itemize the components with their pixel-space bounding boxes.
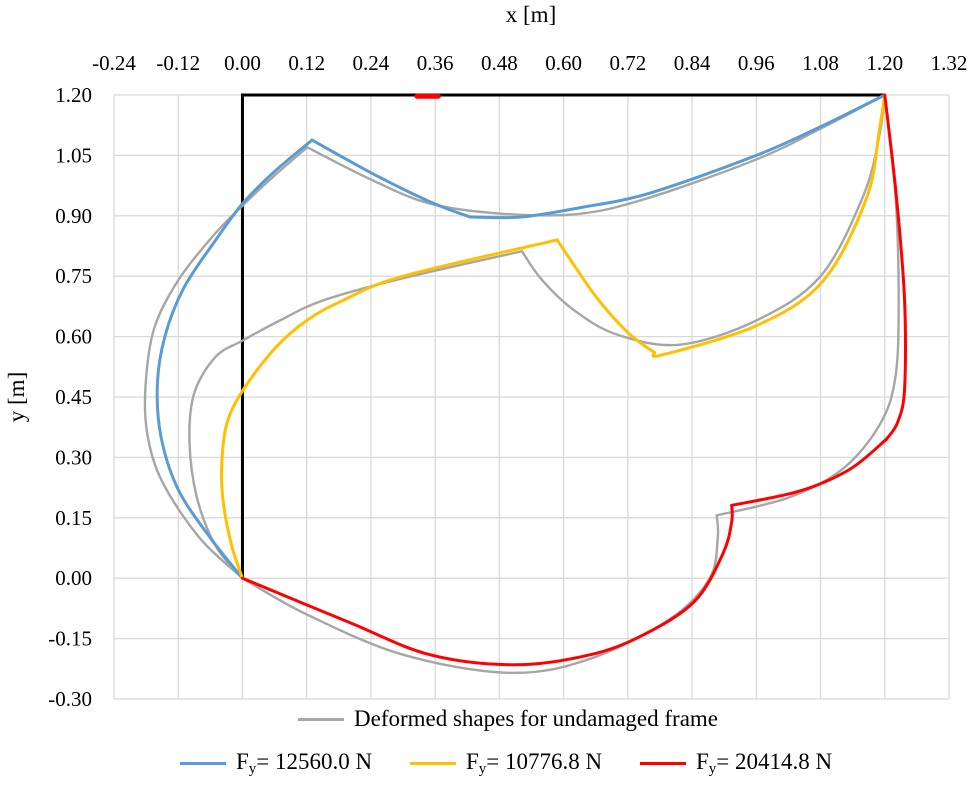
series-fy-line-3	[883, 93, 908, 441]
legend-item-undamaged: Deformed shapes for undamaged frame	[298, 706, 718, 732]
y-tick-labels: 1.20 1.05 0.90 0.75 0.60 0.45 0.30 0.15 0.00 -0.1…	[48, 83, 92, 711]
x-tick-label: 1.20	[866, 51, 903, 75]
series-fy-line-1	[155, 138, 314, 580]
x-axis-title: x [m]	[506, 2, 556, 27]
series-fy-line-3	[730, 437, 888, 507]
x-tick-label: 1.32	[931, 51, 968, 75]
legend-swatch-yellow	[410, 762, 456, 765]
y-tick-label: 0.90	[55, 204, 92, 228]
y-tick-label: 0.00	[55, 566, 92, 590]
x-tick-label: 1.08	[802, 51, 839, 75]
series-undamaged-line	[188, 250, 524, 580]
series-fy-line-3	[240, 503, 734, 667]
series-undamaged-line	[306, 93, 886, 217]
legend-item-yellow: Fy= 10776.8 N	[410, 749, 602, 778]
legend-swatch-red	[640, 762, 686, 765]
legend-label: Fy= 10776.8 N	[466, 749, 603, 777]
legend-label: Fy= 12560.0 N	[236, 749, 373, 777]
x-tick-label: 0.60	[545, 51, 582, 75]
series-lines	[143, 93, 908, 675]
series-undamaged-line	[241, 514, 720, 675]
x-tick-label: 0.48	[481, 51, 518, 75]
legend-item-red: Fy= 20414.8 N	[640, 749, 832, 778]
y-tick-label: 0.30	[55, 445, 92, 469]
y-tick-label: 0.45	[55, 385, 92, 409]
y-tick-label: 0.75	[55, 264, 92, 288]
legend-label: Deformed shapes for undamaged frame	[354, 706, 719, 731]
x-tick-labels: -0.24 -0.12 0.00 0.12 0.24 0.36 0.48 0.60 0.72 0.…	[92, 51, 967, 75]
x-tick-label: -0.12	[156, 51, 200, 75]
gridlines	[113, 94, 950, 700]
undeformed-frame-line	[240, 93, 885, 579]
y-tick-label: -0.30	[48, 687, 92, 711]
x-tick-label: 0.36	[417, 51, 454, 75]
x-tick-label: 0.24	[353, 51, 390, 75]
series-fy-line-2	[555, 238, 657, 355]
x-tick-label: 0.12	[288, 51, 325, 75]
y-tick-label: -0.15	[48, 627, 92, 651]
y-tick-label: 1.05	[55, 143, 92, 167]
x-tick-label: 0.96	[738, 51, 775, 75]
x-tick-label: -0.24	[92, 51, 136, 75]
x-tick-label: 0.84	[674, 51, 711, 75]
legend-swatch-blue	[180, 762, 226, 765]
series-fy-line-2	[651, 93, 887, 358]
legend-swatch-gray	[298, 717, 344, 721]
y-tick-label: 0.15	[55, 506, 92, 530]
series-fy-line-2	[219, 238, 559, 580]
legend-label: Fy= 20414.8 N	[696, 749, 833, 777]
series-fy-line-1	[468, 93, 887, 220]
y-axis-title: y [m]	[4, 372, 29, 422]
y-tick-label: 0.60	[55, 325, 92, 349]
series-undamaged-line	[143, 146, 309, 580]
x-tick-label: 0.00	[224, 51, 261, 75]
series-undamaged-line	[520, 93, 886, 347]
x-tick-label: 0.72	[609, 51, 646, 75]
series-fy-line-1	[310, 138, 472, 219]
y-tick-label: 1.20	[55, 83, 92, 107]
legend-item-blue: Fy= 12560.0 N	[180, 749, 372, 778]
